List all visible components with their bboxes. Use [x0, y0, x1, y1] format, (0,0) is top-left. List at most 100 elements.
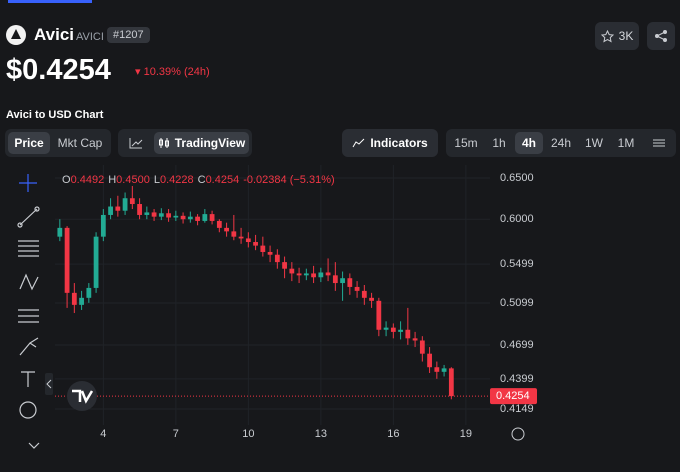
- chart-settings[interactable]: [511, 427, 525, 441]
- candle-body: [369, 297, 374, 301]
- candle-body: [129, 198, 135, 205]
- price: $0.4254: [6, 54, 111, 86]
- candle-body: [354, 286, 360, 291]
- candle-body: [137, 204, 142, 215]
- interval[interactable]: 1W: [585, 136, 603, 150]
- view-tabs: TradingView: [118, 129, 252, 157]
- indicators: Indicators: [345, 132, 435, 154]
- candle-body: [224, 227, 229, 232]
- candle-body: [274, 254, 280, 263]
- x-tick-label: 10: [242, 428, 254, 440]
- star-icon: [600, 29, 614, 42]
- candle-body: [122, 198, 128, 211]
- coin-symbol: AVICI: [76, 31, 104, 43]
- rank-badge: #1207: [107, 27, 150, 43]
- x-tick-label: 7: [173, 428, 179, 440]
- candle-body: [260, 245, 266, 252]
- y-tick-label: 0.5099: [500, 297, 534, 309]
- candle-body: [311, 273, 316, 278]
- legend-key: C: [198, 174, 206, 186]
- candle-body: [441, 368, 447, 372]
- tv-logo: [67, 381, 97, 411]
- coin-name: Avici: [34, 25, 75, 44]
- last-price-box: [490, 388, 537, 405]
- candle-body: [231, 231, 237, 237]
- tradingview-label: TradingView: [174, 136, 246, 150]
- price-change: ▾ 10.39% (24h): [135, 66, 210, 78]
- candle-body: [390, 327, 396, 332]
- candle-icon: [158, 138, 169, 148]
- candle-body: [253, 242, 258, 246]
- y-tick-label: 0.5499: [500, 258, 534, 270]
- candle-body: [419, 340, 425, 354]
- tab[interactable]: Mkt Cap: [57, 136, 103, 150]
- candle-body: [71, 292, 77, 305]
- last-price-label: 0.4254: [496, 390, 530, 402]
- y-tick-label: 0.6000: [500, 213, 534, 225]
- candle-body: [282, 262, 287, 269]
- legend-key: L: [154, 174, 160, 186]
- share-icon: [655, 30, 667, 42]
- legend-key: O: [62, 174, 71, 186]
- indicators-icon: [352, 138, 365, 148]
- legend-value: 0.4492: [71, 174, 105, 186]
- logo: [6, 25, 26, 45]
- interval[interactable]: 1M: [617, 136, 635, 150]
- drawing-tools: [17, 174, 40, 449]
- share-button[interactable]: [647, 22, 675, 50]
- legend-change: -0.02384 (−5.31%): [243, 174, 334, 186]
- tv-logo-mark: [72, 389, 94, 404]
- candle-body: [64, 227, 70, 293]
- collapse-icon: [46, 379, 52, 389]
- x-tick-label: 4: [100, 428, 106, 440]
- candle-body: [79, 297, 84, 305]
- candle-body: [340, 278, 345, 284]
- settings[interactable]: [646, 132, 672, 154]
- candle-body: [347, 278, 353, 287]
- candle-body: [93, 236, 99, 288]
- candle-body: [57, 227, 63, 237]
- candle-body: [405, 329, 411, 339]
- candle-body: [434, 367, 440, 372]
- candle-body: [376, 300, 382, 330]
- chart: 0.6500 0.6000 0.5499 0.5099 0.4699 0.4399 0.41…: [17, 165, 537, 449]
- interval[interactable]: 1h: [492, 136, 506, 150]
- chart-heading: Avici to USD Chart: [6, 109, 104, 121]
- interval[interactable]: 15m: [454, 136, 478, 150]
- candle-body: [180, 215, 186, 220]
- watch-button[interactable]: 3K: [595, 22, 639, 50]
- candle-body: [187, 216, 193, 220]
- tab[interactable]: Price: [8, 132, 50, 154]
- candle-body: [325, 272, 331, 276]
- indicators-button[interactable]: Indicators: [342, 129, 438, 157]
- candle-body: [383, 327, 389, 330]
- candle-body: [398, 329, 403, 332]
- tab-indicator: [8, 0, 92, 3]
- candle-body: [151, 212, 157, 217]
- ohlc-legend: O0.4492 H0.4500 L0.4228 C0.4254 -0.02384 (−5…: [62, 174, 335, 186]
- type-tabs: Price Mkt Cap: [5, 129, 111, 157]
- candle-body: [108, 206, 113, 215]
- candle-body: [158, 213, 164, 217]
- line-view[interactable]: [121, 132, 151, 154]
- candle-body: [303, 273, 309, 276]
- candle-body: [318, 272, 324, 278]
- x-tick-label: 13: [315, 428, 327, 440]
- settings-icon: [653, 139, 665, 147]
- tradingview-view[interactable]: TradingView: [154, 132, 249, 154]
- price-change-value: 10.39% (24h): [143, 66, 210, 78]
- candle-body: [86, 287, 92, 298]
- candle-body: [216, 220, 222, 228]
- candle-body: [427, 353, 432, 368]
- collapse-button[interactable]: [45, 373, 53, 395]
- interval[interactable]: 24h: [550, 136, 572, 150]
- y-tick-label: 0.6500: [500, 172, 534, 184]
- logo-icon: [11, 29, 21, 39]
- interval-tabs: 15m 1h 4h 24h 1W 1M: [446, 129, 676, 157]
- interval[interactable]: 4h: [515, 132, 543, 154]
- candle-body: [209, 214, 215, 221]
- candle-body: [267, 251, 273, 255]
- indicators-label: Indicators: [370, 136, 428, 150]
- x-tick-label: 19: [460, 428, 472, 440]
